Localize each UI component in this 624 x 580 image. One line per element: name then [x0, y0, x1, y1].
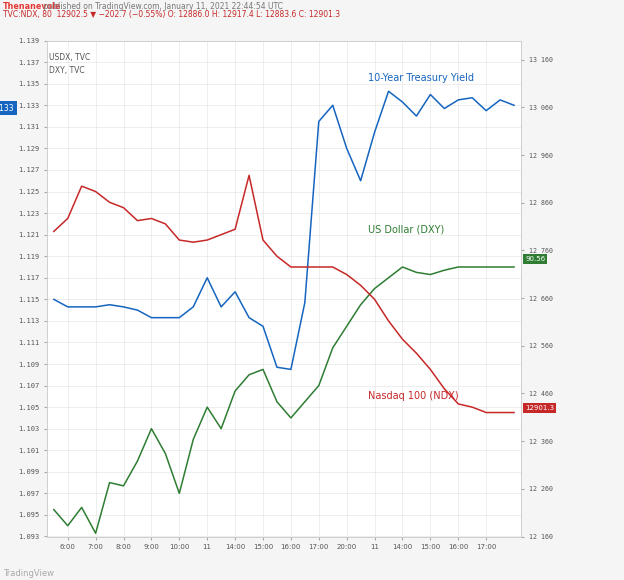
Text: 1.133: 1.133: [0, 104, 14, 113]
Text: Nasdaq 100 (NDX): Nasdaq 100 (NDX): [368, 392, 458, 401]
Text: USDX, TVC
DXY, TVC: USDX, TVC DXY, TVC: [49, 53, 90, 75]
Text: US Dollar (DXY): US Dollar (DXY): [368, 224, 444, 234]
Text: 12901.3: 12901.3: [525, 405, 554, 411]
Text: Thenanevole: Thenanevole: [3, 2, 62, 11]
Text: 90.56: 90.56: [525, 256, 545, 262]
Text: TVC:NDX, 80  12902.5 ▼ −202.7 (−0.55%) O: 12886.0 H: 12917.4 L: 12883.6 C: 12901: TVC:NDX, 80 12902.5 ▼ −202.7 (−0.55%) O:…: [3, 10, 340, 20]
Text: published on TradingView.com, January 11, 2021 22:44:54 UTC: published on TradingView.com, January 11…: [41, 2, 283, 11]
Text: 10-Year Treasury Yield: 10-Year Treasury Yield: [368, 73, 474, 84]
Text: TradingView: TradingView: [3, 569, 54, 578]
